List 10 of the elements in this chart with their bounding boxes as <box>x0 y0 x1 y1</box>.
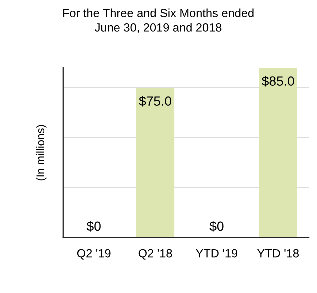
data-label: $75.0 <box>139 96 172 107</box>
x-tick-label: YTD '19 <box>196 249 238 258</box>
data-label: $0 <box>210 221 224 232</box>
x-tick-label: Q2 '18 <box>138 249 172 260</box>
data-label: $85.0 <box>262 76 294 87</box>
x-tick-label: YTD '18 <box>257 249 299 258</box>
y-axis-title: (In millions) <box>36 125 47 181</box>
data-label: $0 <box>86 221 101 232</box>
chart-title: For the Three and Six Months ended June 30, 2019 and 2018 <box>63 8 254 34</box>
x-tick-label: Q2 '19 <box>77 249 111 260</box>
